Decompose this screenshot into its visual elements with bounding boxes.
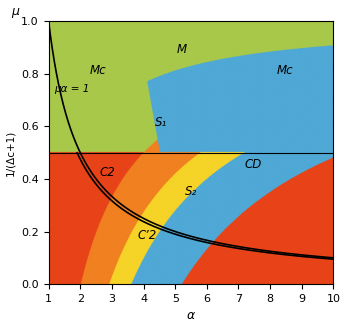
Text: CD: CD	[245, 158, 262, 172]
Text: μα = 1: μα = 1	[54, 84, 90, 94]
Text: μ: μ	[11, 6, 20, 18]
X-axis label: $\alpha$: $\alpha$	[186, 309, 196, 322]
Y-axis label: 1/(Δc+1): 1/(Δc+1)	[6, 130, 16, 176]
Text: Mc: Mc	[90, 64, 106, 77]
Text: Mc: Mc	[276, 64, 293, 77]
Text: S₂: S₂	[185, 185, 197, 198]
Text: C’2: C’2	[137, 230, 156, 242]
Text: C2: C2	[99, 166, 115, 179]
Text: S₁: S₁	[155, 116, 167, 129]
Text: M: M	[177, 43, 187, 56]
